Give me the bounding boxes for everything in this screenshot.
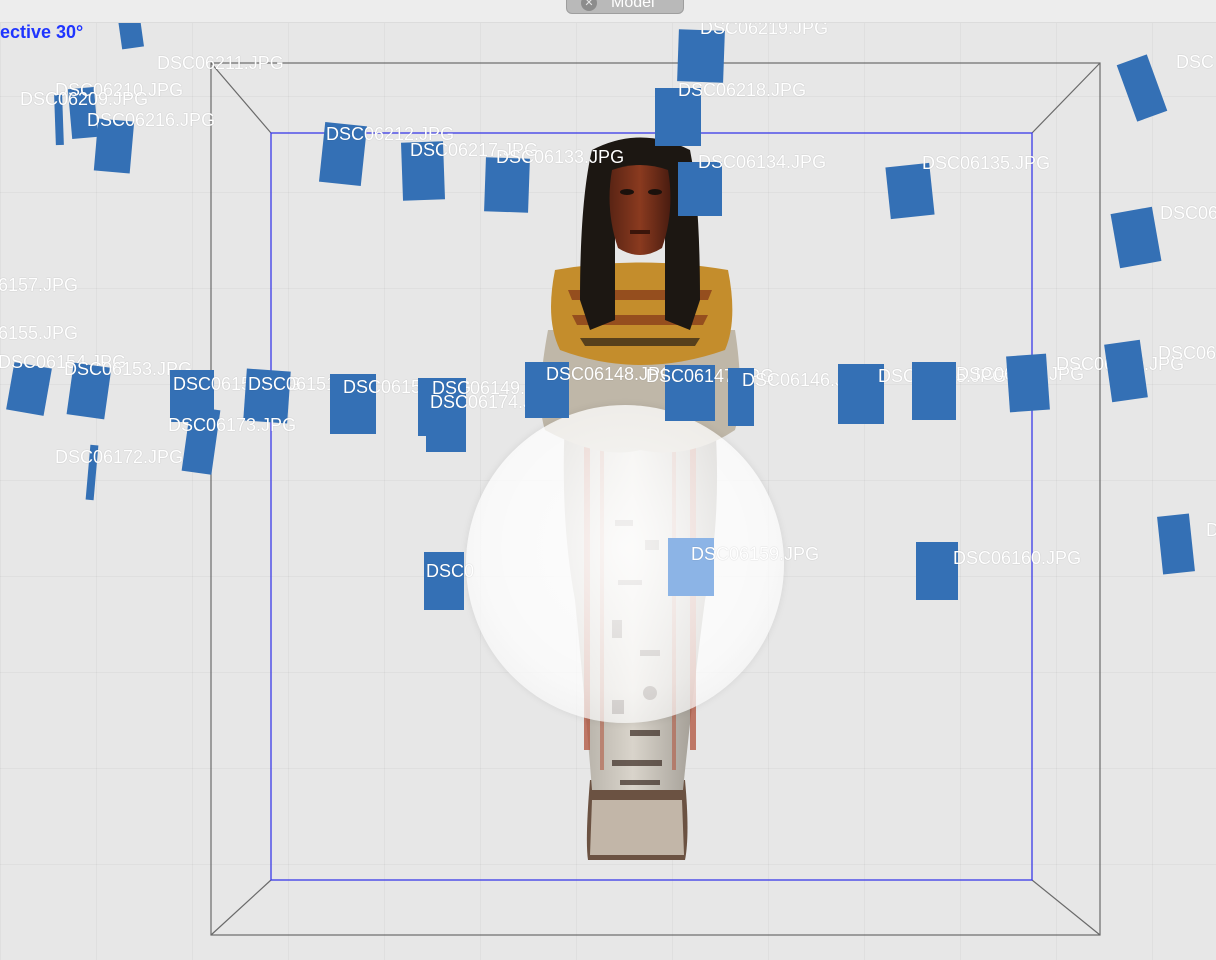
camera-frustum[interactable] [655,88,701,146]
model-tab-label: Model [611,0,655,11]
camera-frustum[interactable] [1006,353,1050,413]
camera-label[interactable]: D [1206,520,1216,540]
camera-label[interactable]: DSC06211.JPG [157,53,284,73]
camera-label[interactable]: 6155.JPG [0,323,79,343]
camera-label[interactable]: DSC06 [1158,343,1216,363]
projection-label: ective 30° [0,22,84,42]
camera-label[interactable]: DSC06218.JPG [678,80,807,100]
camera-label[interactable]: DSC06 [1160,203,1216,223]
camera-frustum[interactable] [426,400,466,452]
camera-frustum[interactable] [1157,513,1195,575]
camera-label[interactable]: 6157.JPG [0,275,79,295]
camera-label[interactable]: DSC06135.JPG [922,153,1051,173]
camera-label[interactable]: DSC0 [426,561,475,581]
camera-frustum[interactable] [525,362,569,418]
camera-label[interactable]: DSC06148.JPG [546,364,675,384]
camera-label[interactable]: DSC06133.JPG [496,147,625,167]
camera-label[interactable]: DSC06173.JPG [168,415,297,435]
bounding-box-outer [210,62,1101,936]
camera-frustum[interactable] [424,552,464,610]
trackball-gizmo[interactable] [466,405,784,723]
camera-label[interactable]: DSC06219.JPG [700,18,829,38]
camera-frustum[interactable] [678,162,722,216]
camera-frustum[interactable] [668,538,714,596]
close-icon[interactable]: ✕ [581,0,597,11]
camera-label[interactable]: DSC06134.JPG [698,152,827,172]
camera-label[interactable]: DSC06153.JPG [64,359,193,379]
camera-label[interactable]: DSC06159.JPG [691,544,820,564]
camera-label[interactable]: DSC06160.JPG [953,548,1082,568]
model-tab[interactable]: ✕ Model [566,0,684,14]
camera-frustum[interactable] [728,368,754,426]
camera-label[interactable]: DSC06216.JPG [87,110,216,130]
camera-label[interactable]: DSC06210.JPG [55,80,184,100]
camera-label[interactable]: DSC06172.JPG [55,447,184,467]
camera-label[interactable]: DSC06217.JPG [410,140,539,160]
camera-frustum[interactable] [665,365,715,421]
bounding-box-inner [270,132,1033,881]
camera-label[interactable]: DSC06212.JPG [326,124,455,144]
camera-label[interactable]: DSC [1176,52,1215,72]
camera-frustum[interactable] [916,542,958,600]
camera-frustum[interactable] [912,362,956,420]
camera-frustum[interactable] [330,374,376,434]
camera-frustum[interactable] [838,364,884,424]
camera-label[interactable]: DSC06209.JPG [20,89,149,109]
